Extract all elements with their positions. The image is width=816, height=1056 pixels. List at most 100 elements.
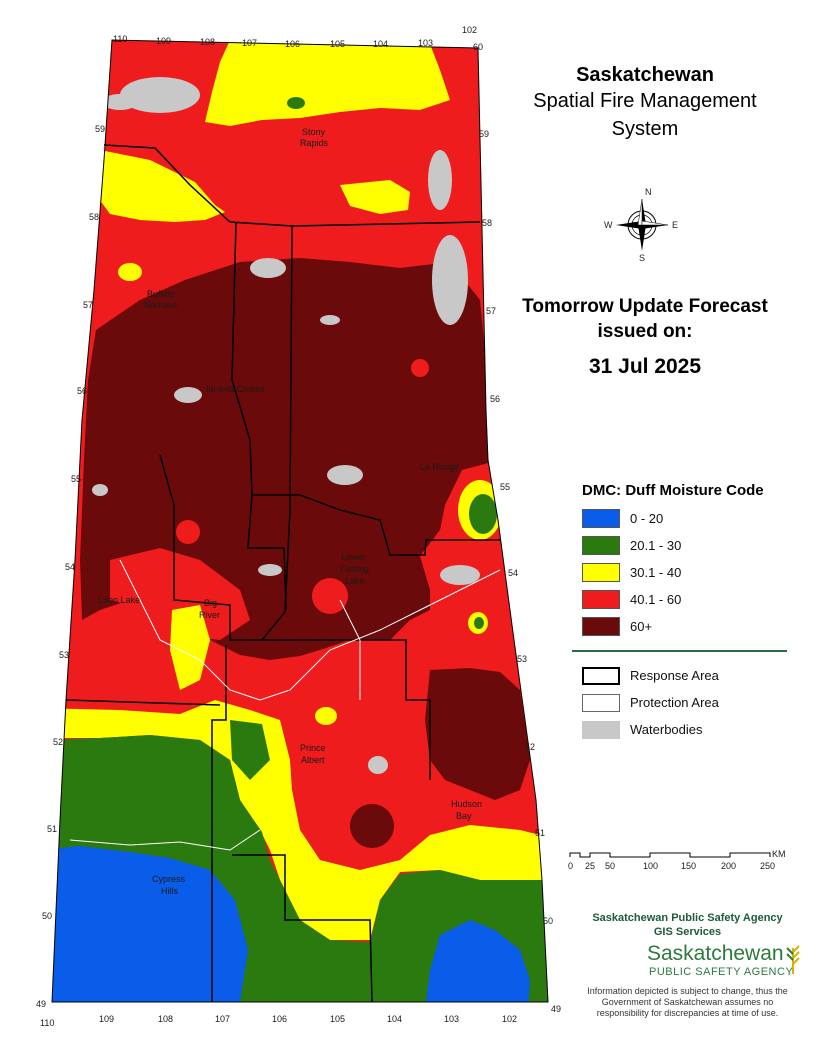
dmc-patch [420, 560, 505, 660]
forecast-line2: issued on: [597, 321, 693, 342]
legend-label: Response Area [630, 668, 719, 683]
lat-right-label: 57 [486, 306, 496, 316]
lon-top-label: 102 [462, 25, 477, 35]
scale-bar: 0 25 50 100 150 200 250 KM [568, 849, 786, 871]
scale-tick: 50 [605, 861, 615, 871]
dmc-patch [110, 548, 250, 640]
scale-unit: KM [772, 849, 786, 859]
place-cypress-hills: Cypress [152, 874, 186, 884]
longitude-labels-top: 110 109 108 107 106 105 104 103 102 [113, 25, 477, 49]
place-lower-fishing-lake: Lower [341, 552, 366, 562]
agency-name: Saskatchewan Public Safety Agency [592, 912, 783, 924]
logo-wordmark: Saskatchewan [647, 942, 784, 965]
lon-top-label: 106 [285, 39, 300, 49]
title-line3: System [611, 118, 679, 140]
dmc-zone-30-40-south [52, 700, 548, 940]
place-cypress-hills-2: Hills [161, 886, 178, 896]
lat-right-label: 50 [543, 916, 553, 926]
lat-right-label: 51 [535, 828, 545, 838]
lon-top-label: 108 [200, 37, 215, 47]
dmc-patch [474, 617, 484, 629]
dmc-zone-0-20-west [52, 846, 248, 1002]
lon-bottom-label: 108 [158, 1014, 173, 1024]
legend: DMC: Duff Moisture Code 0 - 20 20.1 - 30… [572, 482, 797, 743]
place-hudson-bay: Hudson [451, 799, 482, 809]
dmc-patch [315, 707, 337, 725]
lon-bottom-label: 104 [387, 1014, 402, 1024]
legend-swatch [582, 590, 620, 609]
waterbodies [92, 77, 480, 774]
protection-area-swatch [582, 693, 620, 712]
legend-label: 0 - 20 [630, 511, 664, 526]
lat-right-label: 56 [490, 394, 500, 404]
agency-block: Saskatchewan Public Safety Agency GIS Se… [575, 912, 800, 1019]
lon-bottom-label: 102 [502, 1014, 517, 1024]
dmc-patch [176, 520, 200, 544]
place-lower-fishing-lake-2: Fishing [340, 564, 369, 574]
legend-label: 30.1 - 40 [630, 565, 682, 580]
lat-right-label: 49 [551, 1004, 561, 1014]
lat-left-label: 59 [95, 124, 105, 134]
place-lower-fishing-lake-3: Lake [345, 576, 365, 586]
dmc-zone-0-20-east [425, 920, 530, 1002]
lat-left-label: 58 [89, 212, 99, 222]
lat-right-label: 59 [479, 129, 489, 139]
compass-rose: N E S W [604, 187, 678, 263]
legend-label: 60+ [630, 619, 653, 634]
place-prince-albert-2: Albert [301, 755, 325, 765]
legend-swatch [582, 536, 620, 555]
dmc-patch [312, 578, 348, 614]
place-buffalo-narrows: Buffalo [147, 289, 175, 299]
lat-right-label: 55 [500, 482, 510, 492]
legend-swatch [582, 617, 620, 636]
lat-left-label: 57 [83, 300, 93, 310]
lat-left-label: 55 [71, 474, 81, 484]
place-big-river: Big [204, 598, 217, 608]
place-buffalo-narrows-2: Narrows [144, 300, 178, 310]
legend-swatch [582, 563, 620, 582]
lon-top-label: 110 [113, 34, 127, 44]
place-labels: Stony Rapids Buffalo Narrows Ile-a-la-Cr… [98, 127, 482, 896]
lat-right-label: 53 [517, 654, 527, 664]
compass-w: W [604, 220, 613, 230]
lon-top-label: 105 [330, 39, 345, 49]
legend-row: 20.1 - 30 [582, 532, 797, 559]
scale-tick: 250 [760, 861, 775, 871]
dmc-zone-60plus-pa [350, 804, 394, 848]
dmc-patch [118, 263, 142, 281]
forecast-line1: Tomorrow Update Forecast [522, 296, 768, 317]
lat-left-label: 53 [59, 650, 69, 660]
longitude-labels-bottom: 110 109 108 107 106 105 104 103 102 [40, 1014, 517, 1028]
lat-right-label: 52 [525, 742, 535, 752]
dmc-zone-30-40-northwest [96, 150, 225, 222]
province-outline [51, 39, 549, 1003]
lat-left-label: 52 [53, 737, 63, 747]
lon-top-label: 104 [373, 39, 388, 49]
agency-unit: GIS Services [653, 926, 722, 938]
dmc-zone-30-40-north [205, 40, 450, 126]
legend-row: 40.1 - 60 [582, 586, 797, 613]
scale-tick: 100 [643, 861, 658, 871]
legend-row: Response Area [582, 662, 797, 689]
scale-tick: 200 [721, 861, 736, 871]
lat-left-label: 49 [36, 999, 46, 1009]
lon-top-label: 103 [418, 38, 433, 48]
lat-right-label: 60 [473, 42, 483, 52]
lat-left-label: 56 [77, 386, 87, 396]
lat-left-label: 51 [47, 824, 57, 834]
legend-title: DMC: Duff Moisture Code [582, 482, 764, 499]
place-hudson-bay-2: Bay [456, 811, 472, 821]
compass-n: N [645, 187, 652, 197]
lon-top-label: 107 [242, 38, 257, 48]
lon-bottom-label: 109 [99, 1014, 114, 1024]
dmc-zone-60plus-east [425, 668, 530, 800]
legend-label: Waterbodies [630, 722, 703, 737]
wheat-icon [786, 945, 800, 974]
legend-row: 30.1 - 40 [582, 559, 797, 586]
forecast-date: 31 Jul 2025 [588, 355, 702, 378]
lat-left-label: 54 [65, 562, 75, 572]
legend-row: Waterbodies [582, 716, 797, 743]
protection-area-boundaries [69, 559, 501, 851]
title-line2: Spatial Fire Management [533, 90, 757, 112]
